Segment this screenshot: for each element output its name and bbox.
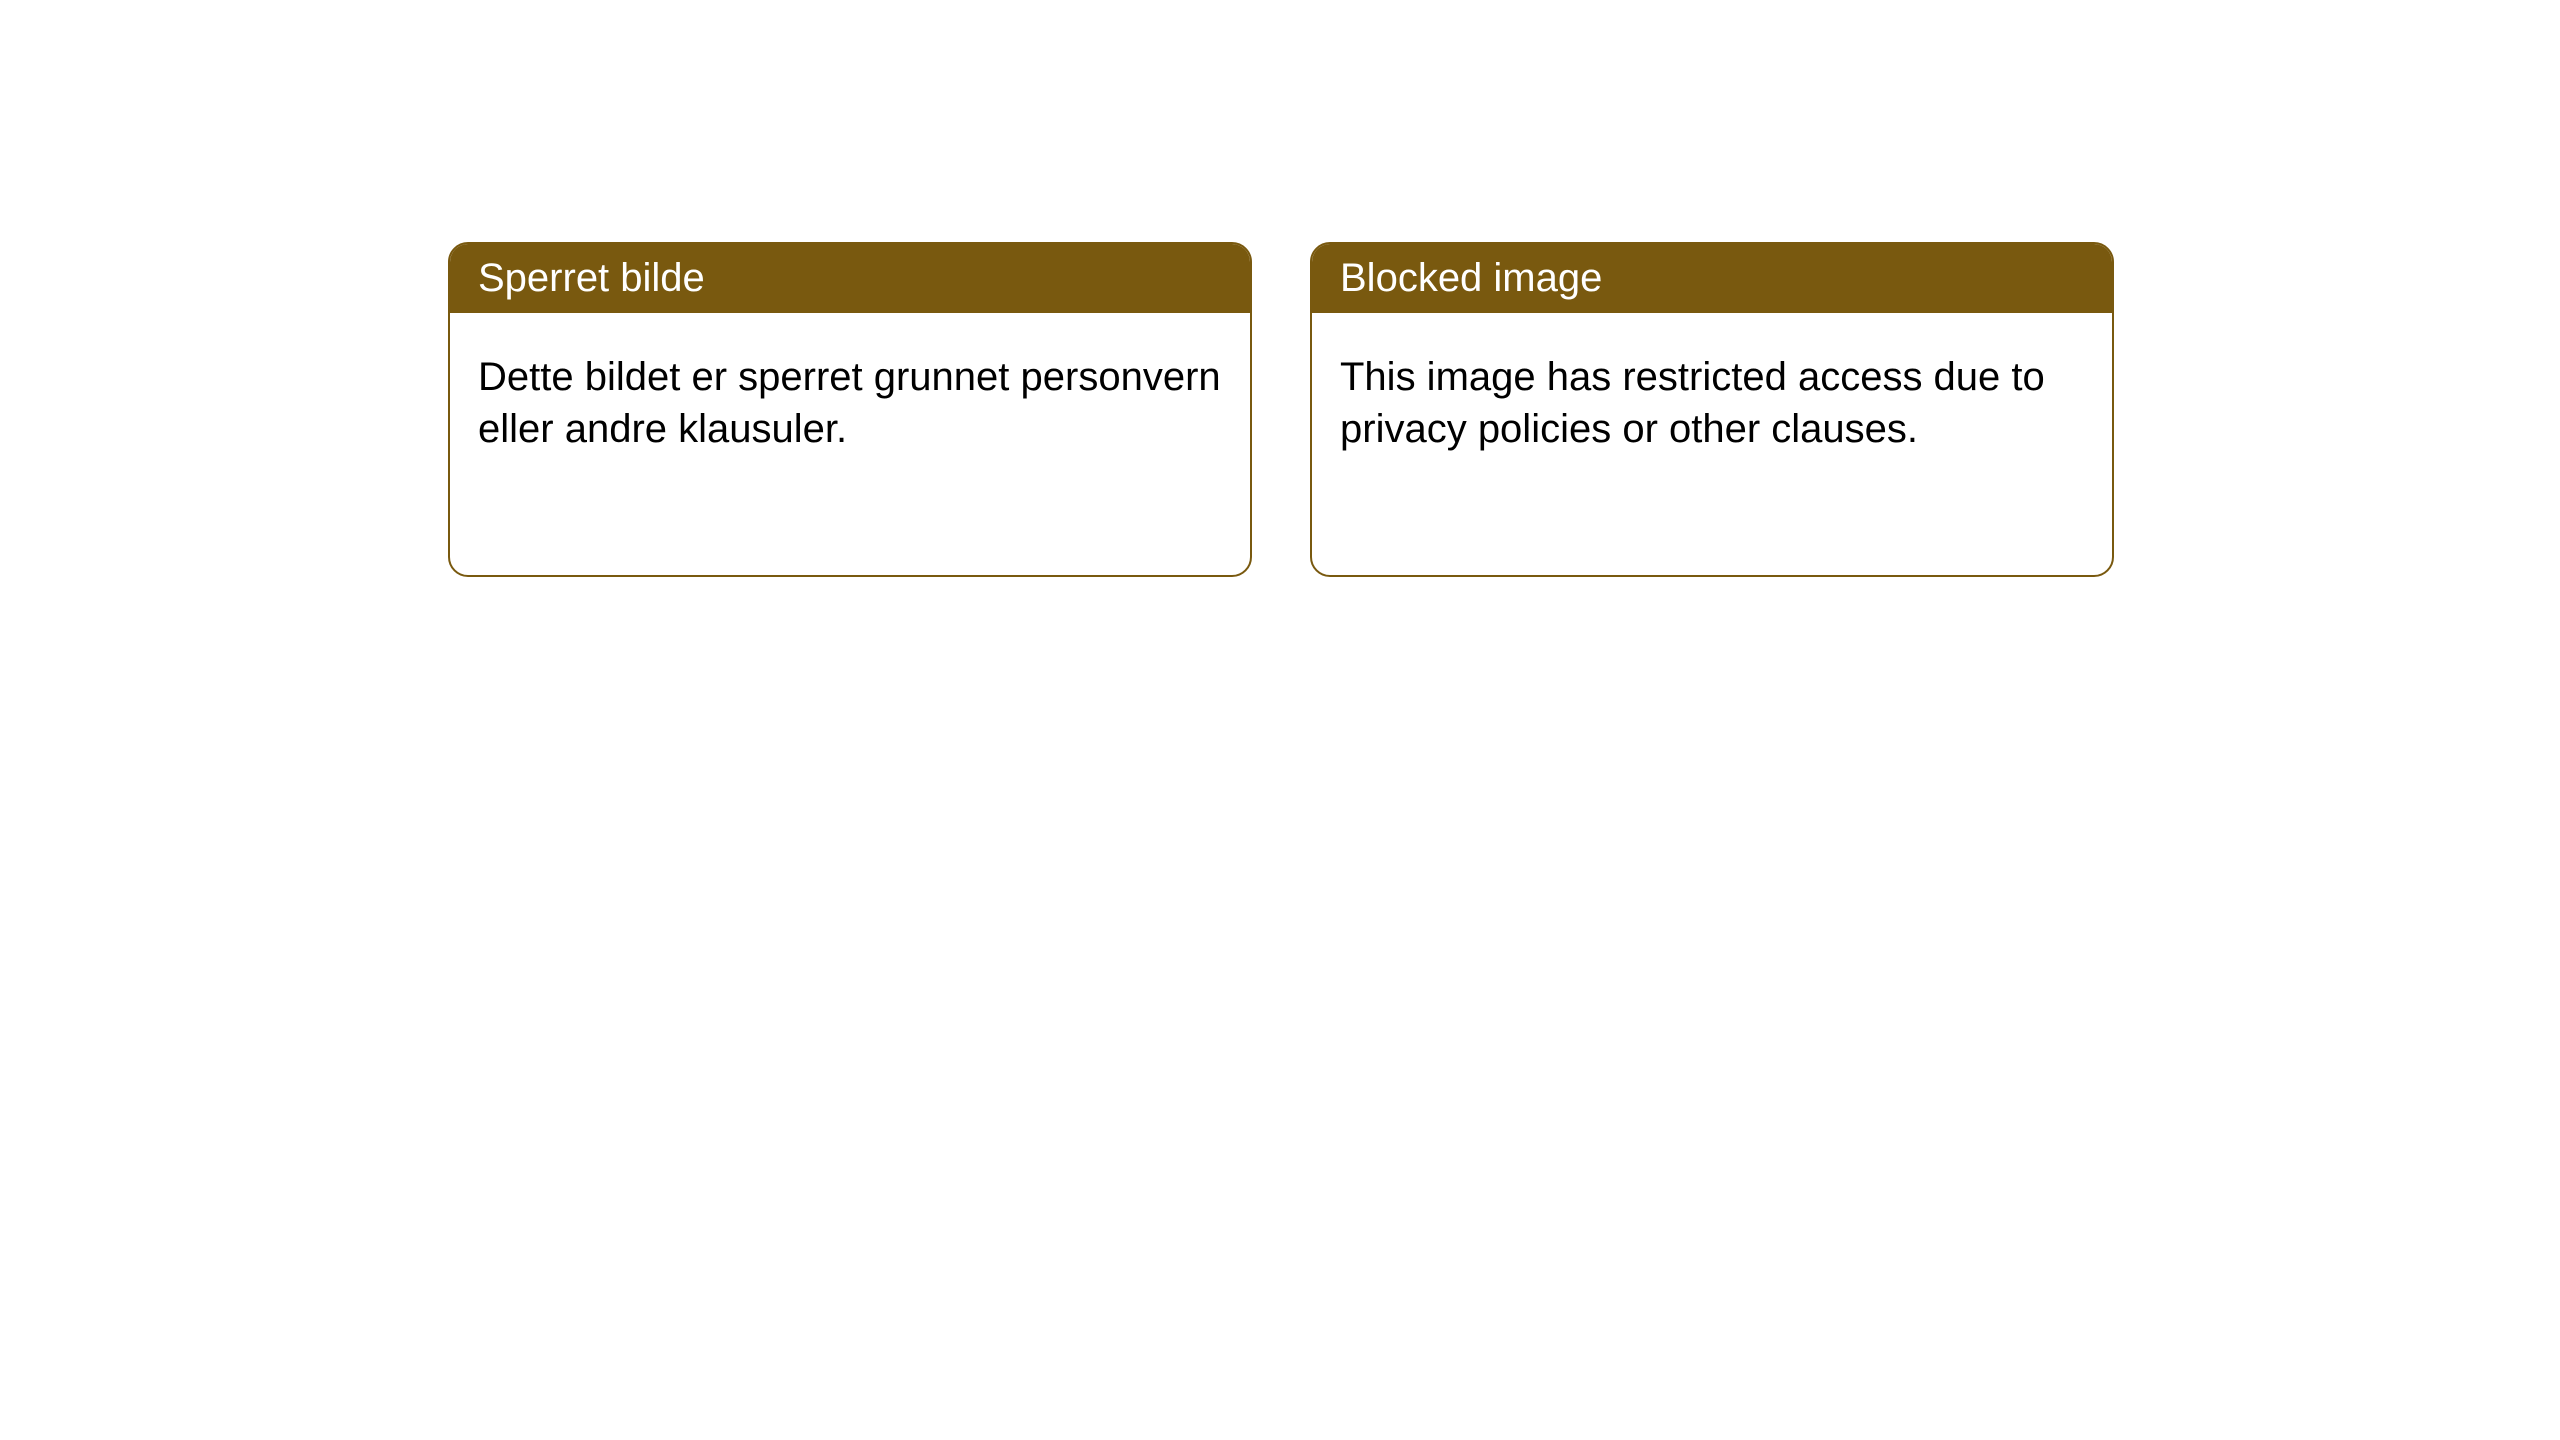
notice-card-norwegian: Sperret bilde Dette bildet er sperret gr… <box>448 242 1252 577</box>
notice-card-english: Blocked image This image has restricted … <box>1310 242 2114 577</box>
notice-title: Sperret bilde <box>450 244 1250 313</box>
notice-container: Sperret bilde Dette bildet er sperret gr… <box>0 0 2560 577</box>
notice-title: Blocked image <box>1312 244 2112 313</box>
notice-body: This image has restricted access due to … <box>1312 313 2112 493</box>
notice-body: Dette bildet er sperret grunnet personve… <box>450 313 1250 493</box>
